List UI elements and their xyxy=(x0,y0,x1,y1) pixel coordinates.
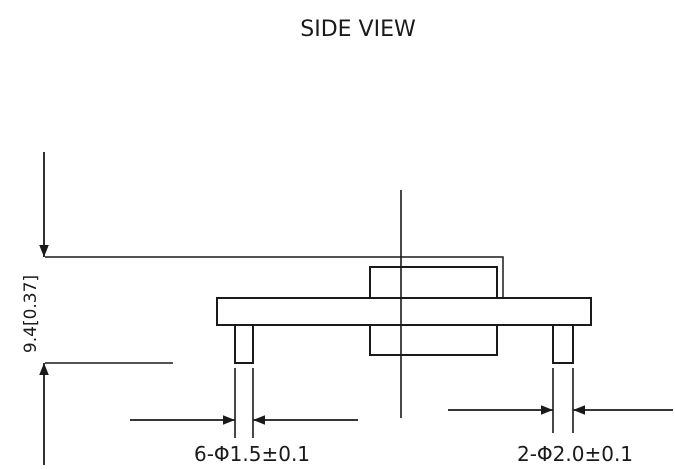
base-plate xyxy=(216,297,592,326)
component-body-outline xyxy=(398,256,504,298)
large-pin-dimension-label: 2-Φ2.0±0.1 xyxy=(517,442,633,466)
small-pin xyxy=(234,324,254,364)
drawing-title: SIDE VIEW xyxy=(300,17,416,42)
large-pin xyxy=(552,324,574,364)
height-dimension-label: 9.4[0.37] xyxy=(21,275,41,353)
small-pin-dimension-label: 6-Φ1.5±0.1 xyxy=(194,442,310,466)
